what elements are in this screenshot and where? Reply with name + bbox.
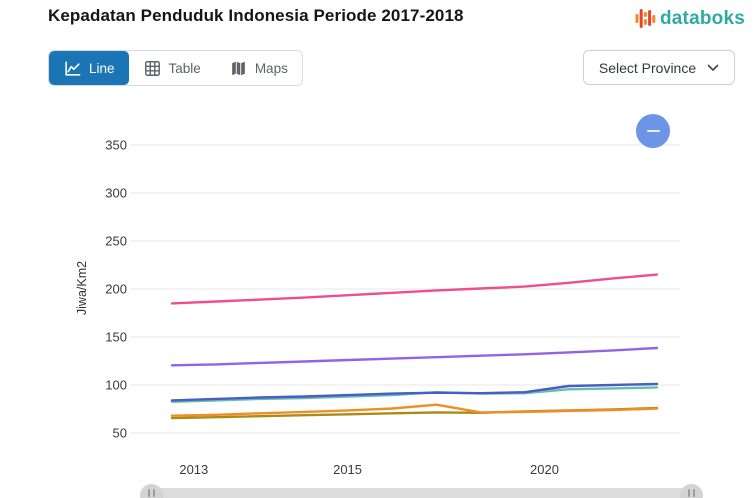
minus-icon xyxy=(646,130,660,132)
grip-icon xyxy=(153,489,155,497)
x-tick-label: 2020 xyxy=(530,462,559,477)
series-line-series-orange xyxy=(170,403,659,417)
x-tick-label: 2013 xyxy=(179,462,209,477)
y-tick-label: 200 xyxy=(105,282,127,297)
select-province-dropdown[interactable]: Select Province xyxy=(583,50,735,85)
databoks-wordmark: databoks xyxy=(659,7,745,29)
tab-table[interactable]: Table xyxy=(128,51,215,85)
tab-line-label: Line xyxy=(89,60,115,76)
line-chart-icon xyxy=(65,60,81,76)
range-navigator-right-handle[interactable] xyxy=(680,484,703,498)
databoks-logo-icon xyxy=(635,9,656,28)
series-line-series-blue xyxy=(170,382,659,402)
range-navigator-track[interactable] xyxy=(151,488,691,498)
view-switcher: Line Table Maps xyxy=(48,50,303,86)
x-tick-label: 2015 xyxy=(333,462,363,477)
tab-line[interactable]: Line xyxy=(49,51,129,85)
tab-maps-label: Maps xyxy=(254,60,288,76)
select-province-label: Select Province xyxy=(598,59,697,76)
grip-icon xyxy=(688,489,690,497)
grip-icon xyxy=(693,489,695,497)
chevron-down-icon xyxy=(707,64,719,71)
table-icon xyxy=(144,60,160,76)
series-line-series-pink xyxy=(170,273,659,305)
tab-maps[interactable]: Maps xyxy=(214,51,302,85)
databoks-logo: databoks xyxy=(635,6,745,31)
y-axis-title: Jiwa/Km2 xyxy=(75,261,89,315)
grip-icon xyxy=(148,489,150,497)
series-line-series-teal xyxy=(170,386,659,403)
page-title: Kepadatan Penduduk Indonesia Periode 201… xyxy=(48,6,464,25)
y-tick-label: 50 xyxy=(113,426,127,441)
y-tick-label: 100 xyxy=(105,378,127,393)
range-navigator-left-handle[interactable] xyxy=(140,484,163,498)
y-tick-label: 300 xyxy=(105,186,127,201)
y-tick-label: 250 xyxy=(105,234,127,249)
maps-icon xyxy=(231,61,245,75)
tab-table-label: Table xyxy=(168,60,201,76)
y-tick-label: 350 xyxy=(105,138,127,153)
zoom-out-button[interactable] xyxy=(636,114,670,148)
series-line-series-purple xyxy=(170,346,659,367)
y-tick-label: 150 xyxy=(105,330,127,345)
